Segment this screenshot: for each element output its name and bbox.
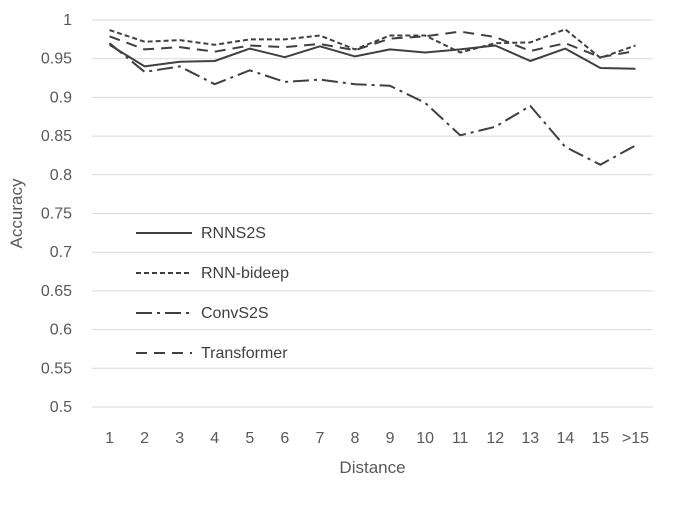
series-line-transformer	[109, 30, 636, 59]
y-tick-label: 0.75	[41, 206, 72, 223]
series-line-rnn-bideep	[109, 28, 636, 59]
y-tick-label: 0.85	[41, 128, 72, 145]
gridlines	[92, 19, 653, 408]
legend-label: RNN-bideep	[201, 265, 289, 282]
y-tick-label: 0.5	[50, 399, 72, 416]
series-lines	[108, 28, 636, 166]
legend: RNNS2S RNN-bideep ConvS2S Transformer	[136, 225, 289, 362]
x-tick-label: 14	[556, 430, 574, 447]
x-tick-label: 9	[386, 430, 395, 447]
x-tick-label: 8	[351, 430, 360, 447]
x-tick-label: 12	[486, 430, 504, 447]
y-tick-label: 0.9	[50, 89, 72, 106]
series-line-convs2s	[108, 42, 636, 166]
x-tick-label: >15	[622, 430, 649, 447]
y-tick-label: 0.55	[41, 360, 72, 377]
x-tick-label: 4	[210, 430, 219, 447]
x-tick-label: 1	[105, 430, 114, 447]
y-tick-label: 0.6	[50, 322, 72, 339]
x-tick-label: 2	[140, 430, 149, 447]
x-tick-label: 13	[521, 430, 539, 447]
legend-label: ConvS2S	[201, 305, 269, 322]
y-axis-title: Accuracy	[7, 178, 26, 248]
x-tick-label: 3	[175, 430, 184, 447]
x-axis-title: Distance	[339, 458, 405, 477]
y-tick-label: 0.65	[41, 283, 72, 300]
legend-label: RNNS2S	[201, 225, 266, 242]
x-tick-label: 7	[315, 430, 324, 447]
series-line-rnns2s	[108, 43, 636, 70]
x-tick-label: 10	[416, 430, 434, 447]
y-tick-label: 0.7	[50, 244, 72, 261]
y-tick-label: 1	[63, 12, 72, 29]
x-tick-label: 15	[592, 430, 610, 447]
x-tick-label: 6	[280, 430, 289, 447]
x-tick-label: 5	[245, 430, 254, 447]
y-tick-label: 0.8	[50, 167, 72, 184]
x-axis-ticks: 1 2 3 4 5 6 7 8 9 10 11 12 13 14 15 >15	[105, 430, 649, 447]
legend-label: Transformer	[201, 345, 288, 362]
x-tick-label: 11	[452, 430, 469, 447]
y-tick-label: 0.95	[41, 51, 72, 68]
y-axis-ticks: 0.5 0.55 0.6 0.65 0.7 0.75 0.8 0.85 0.9 0.95 1	[41, 12, 72, 416]
